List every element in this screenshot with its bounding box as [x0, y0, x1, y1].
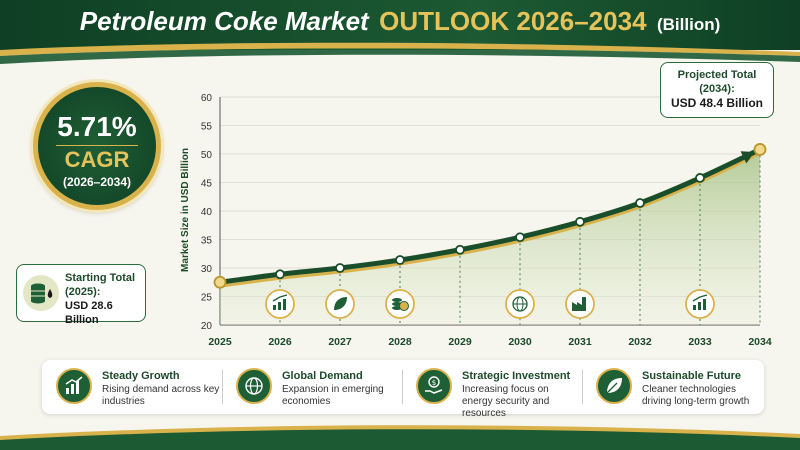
projected-total-callout: Projected Total (2034): USD 48.4 Billion [660, 62, 774, 118]
bar-growth-icon [265, 289, 295, 319]
data-point [695, 173, 705, 183]
title-outlook: OUTLOOK 2026–2034 [379, 6, 647, 36]
bar-growth-icon [685, 289, 715, 319]
title-main: Petroleum Coke Market [79, 6, 369, 36]
data-point [275, 269, 285, 280]
card-divider [222, 370, 223, 404]
card-divider [402, 370, 403, 404]
card-sustainable-future: Sustainable Future Cleaner technologies … [582, 360, 762, 414]
y-tick-label: 55 [201, 122, 213, 133]
data-point [395, 255, 405, 265]
starting-value: USD 28.6 Billion [65, 300, 113, 326]
series-line [217, 146, 763, 285]
card-title: Strategic Investment [462, 370, 571, 382]
projected-label-1: Projected Total [677, 69, 757, 81]
arrow-head [740, 151, 755, 164]
data-point [635, 198, 645, 208]
x-tick-label: 2030 [508, 336, 532, 348]
area-fill [220, 149, 760, 325]
icon-markers [265, 289, 715, 319]
card-description: Cleaner technologies driving long-term g… [642, 384, 750, 407]
y-tick-label: 60 [201, 93, 213, 104]
header-banner: Petroleum Coke Market OUTLOOK 2026–2034 … [0, 0, 800, 50]
footer-wave-decoration [0, 425, 800, 450]
card-description: Rising demand across key industries [102, 384, 220, 407]
data-point [455, 244, 465, 255]
title-unit: (Billion) [656, 15, 721, 34]
projected-value: USD 48.4 Billion [670, 96, 764, 110]
y-tick-label: 50 [201, 150, 213, 161]
card-global-demand: Global Demand Expansion in emerging econ… [222, 360, 402, 414]
x-tick-label: 2029 [448, 336, 472, 348]
x-tick-label: 2026 [268, 336, 292, 348]
y-tick-label: 45 [201, 179, 213, 190]
y-tick-label: 40 [201, 207, 213, 218]
svg-text:$: $ [432, 379, 436, 387]
starting-label-1: Starting Total [65, 272, 136, 284]
globe-icon [505, 289, 535, 319]
leaf-icon [325, 289, 355, 319]
gold-swoosh-decoration [0, 42, 800, 64]
y-tick-label: 35 [201, 236, 213, 247]
money-hand-icon: $ [416, 368, 452, 404]
globe-icon [236, 368, 272, 404]
x-tick-label: 2033 [688, 336, 712, 348]
series-line-highlight [219, 152, 761, 288]
x-tick-label: 2034 [748, 336, 772, 348]
card-steady-growth: Steady Growth Rising demand across key i… [42, 360, 222, 414]
cagr-value: 5.71% [57, 111, 137, 142]
leaf-icon [596, 368, 632, 404]
x-tick-label: 2027 [328, 336, 352, 348]
data-point [515, 232, 525, 243]
x-tick-label: 2031 [568, 336, 592, 348]
x-tick-label: 2032 [628, 336, 652, 348]
card-divider [582, 370, 583, 404]
starting-total-callout: Starting Total (2025): USD 28.6 Billion [16, 264, 146, 326]
card-description: Expansion in emerging economies [282, 384, 384, 407]
card-title: Steady Growth [102, 370, 180, 382]
card-title: Global Demand [282, 370, 363, 382]
oil-barrel-icon [23, 275, 59, 311]
cagr-period: (2026–2034) [62, 175, 132, 189]
y-tick-label: 30 [201, 264, 213, 275]
starting-label-2: (2025): [65, 286, 101, 298]
data-point [335, 263, 345, 273]
y-tick-label: 20 [201, 321, 213, 332]
cagr-divider [56, 145, 138, 146]
x-tick-label: 2025 [208, 336, 232, 348]
coins-icon [385, 289, 415, 319]
data-point [753, 143, 767, 156]
y-tick-label: 25 [201, 293, 213, 304]
feature-cards: Steady Growth Rising demand across key i… [42, 360, 764, 419]
x-tick-label: 2028 [388, 336, 412, 348]
card-title: Sustainable Future [642, 370, 742, 382]
data-points [213, 143, 767, 289]
data-point [575, 216, 585, 227]
card-strategic-investment: $ Strategic Investment Increasing focus … [402, 360, 582, 419]
growth-chart-icon [56, 368, 92, 404]
data-point [213, 275, 227, 289]
cagr-badge: 5.71% CAGR (2026–2034) [33, 82, 161, 210]
y-axis-label: Market Size in USD Billion [180, 148, 191, 272]
card-description: Increasing focus on energy security and … [462, 384, 550, 419]
cagr-label: CAGR [64, 147, 130, 172]
projected-label-2: (2034): [699, 83, 735, 95]
factory-icon [565, 289, 595, 319]
page-title: Petroleum Coke Market OUTLOOK 2026–2034 … [0, 6, 800, 37]
